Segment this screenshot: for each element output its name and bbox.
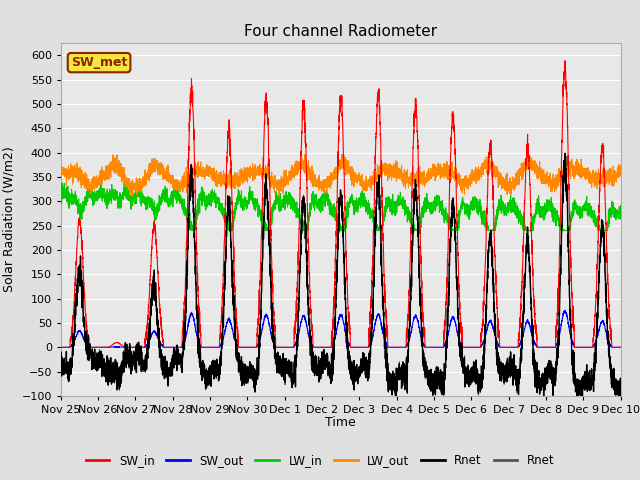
Legend: SW_in, SW_out, LW_in, LW_out, Rnet, Rnet: SW_in, SW_out, LW_in, LW_out, Rnet, Rnet [81, 449, 559, 472]
X-axis label: Time: Time [325, 417, 356, 430]
Text: SW_met: SW_met [71, 56, 127, 69]
Y-axis label: Solar Radiation (W/m2): Solar Radiation (W/m2) [3, 147, 16, 292]
Title: Four channel Radiometer: Four channel Radiometer [244, 24, 437, 39]
